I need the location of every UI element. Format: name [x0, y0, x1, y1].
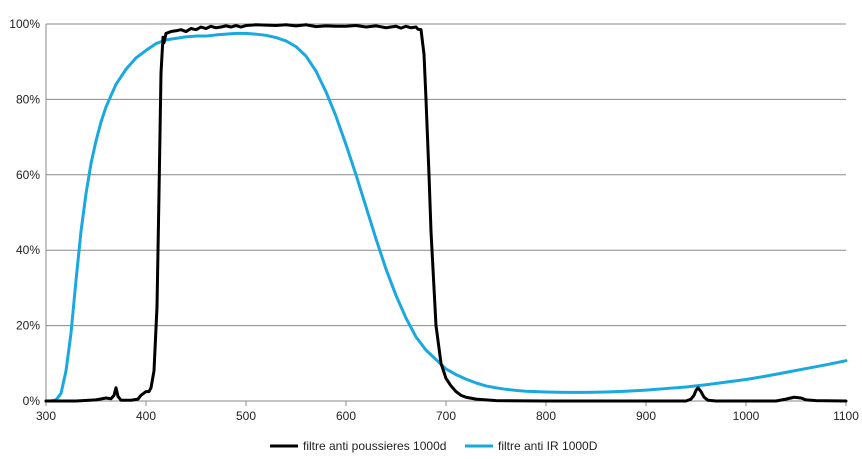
y-tick-label: 100%: [9, 17, 40, 31]
legend-label-anti-ir: filtre anti IR 1000D: [498, 439, 598, 453]
axes: 0% 20% 40% 60% 80% 100% 300 400 500 600 700 800 900 1…: [9, 17, 859, 423]
x-tick-label: 500: [236, 409, 256, 423]
x-tick-label: 300: [36, 409, 56, 423]
x-tick-label: 900: [636, 409, 656, 423]
y-tick-label: 40%: [16, 243, 40, 257]
x-tick-label: 800: [536, 409, 556, 423]
x-tick-label: 1100: [833, 409, 859, 423]
y-tick-label: 60%: [16, 168, 40, 182]
y-tick-label: 20%: [16, 319, 40, 333]
gridlines: [46, 23, 846, 327]
x-tick-label: 600: [336, 409, 356, 423]
series-line-anti-ir: [44, 31, 848, 403]
legend-label-anti-poussieres: filtre anti poussieres 1000d: [303, 439, 446, 453]
x-tick-label: 400: [136, 409, 156, 423]
series-lines: [44, 23, 848, 403]
y-tick-label: 0%: [23, 394, 41, 408]
y-tick-label: 80%: [16, 92, 40, 106]
legend: filtre anti poussieres 1000d filtre anti …: [270, 439, 598, 453]
x-tick-label: 1000: [733, 409, 760, 423]
series-line-anti-poussieres: [44, 23, 848, 403]
x-tick-label: 700: [436, 409, 456, 423]
